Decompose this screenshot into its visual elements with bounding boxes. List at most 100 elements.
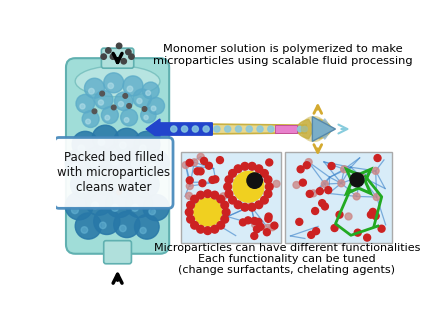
Circle shape <box>254 218 261 225</box>
Circle shape <box>97 181 104 189</box>
Circle shape <box>197 168 204 175</box>
Circle shape <box>368 208 375 215</box>
Circle shape <box>78 145 85 152</box>
Circle shape <box>247 204 255 211</box>
Circle shape <box>131 170 159 198</box>
Circle shape <box>216 195 224 203</box>
FancyBboxPatch shape <box>101 48 134 68</box>
Circle shape <box>71 163 78 170</box>
Circle shape <box>113 128 140 155</box>
Circle shape <box>105 190 133 218</box>
Circle shape <box>105 115 110 120</box>
Circle shape <box>228 196 236 204</box>
Circle shape <box>307 232 314 238</box>
Circle shape <box>371 167 378 174</box>
Circle shape <box>247 203 254 210</box>
Circle shape <box>119 225 126 232</box>
Circle shape <box>264 176 271 183</box>
Circle shape <box>139 145 146 152</box>
Circle shape <box>128 54 134 59</box>
Circle shape <box>256 126 262 132</box>
Circle shape <box>170 126 177 132</box>
Circle shape <box>220 201 228 209</box>
Circle shape <box>131 204 138 211</box>
Polygon shape <box>297 119 313 139</box>
Polygon shape <box>312 117 335 141</box>
Circle shape <box>81 227 88 233</box>
Circle shape <box>186 215 194 223</box>
Circle shape <box>311 208 318 214</box>
Circle shape <box>92 125 118 151</box>
Bar <box>275 125 296 133</box>
Circle shape <box>94 91 113 109</box>
Circle shape <box>200 157 207 164</box>
Circle shape <box>111 204 118 211</box>
Text: Packed bed filled
with microparticles
cleans water: Packed bed filled with microparticles cl… <box>57 151 170 194</box>
Circle shape <box>264 224 271 231</box>
Circle shape <box>303 162 310 169</box>
Circle shape <box>233 171 263 202</box>
Circle shape <box>144 115 148 120</box>
Circle shape <box>145 91 150 95</box>
Circle shape <box>140 107 156 123</box>
Circle shape <box>121 59 126 64</box>
Circle shape <box>371 212 378 219</box>
Circle shape <box>134 214 159 239</box>
Circle shape <box>246 173 262 188</box>
Circle shape <box>91 202 98 209</box>
Circle shape <box>213 126 219 132</box>
Circle shape <box>205 162 212 169</box>
Circle shape <box>316 188 323 195</box>
Circle shape <box>125 49 131 55</box>
Text: Microparticles can have different functionalities: Microparticles can have different functi… <box>153 243 419 252</box>
Circle shape <box>142 107 146 111</box>
Circle shape <box>363 234 370 241</box>
Circle shape <box>123 93 127 98</box>
Circle shape <box>321 181 328 188</box>
Circle shape <box>143 195 169 221</box>
Circle shape <box>239 219 246 226</box>
Circle shape <box>219 193 226 200</box>
Circle shape <box>101 107 118 124</box>
Circle shape <box>99 91 104 96</box>
Circle shape <box>297 166 304 173</box>
Circle shape <box>304 159 311 166</box>
Circle shape <box>106 48 111 53</box>
Circle shape <box>210 225 218 233</box>
Polygon shape <box>300 120 313 138</box>
Circle shape <box>254 201 262 209</box>
Circle shape <box>208 176 215 183</box>
Circle shape <box>114 92 133 111</box>
Circle shape <box>244 217 251 224</box>
Circle shape <box>142 82 159 99</box>
Circle shape <box>98 139 104 145</box>
Circle shape <box>212 176 218 183</box>
Circle shape <box>117 184 124 191</box>
Circle shape <box>235 126 241 132</box>
Circle shape <box>301 126 307 132</box>
Circle shape <box>147 97 164 114</box>
Circle shape <box>225 176 232 183</box>
Circle shape <box>185 208 193 216</box>
Circle shape <box>234 165 241 173</box>
Circle shape <box>318 200 325 207</box>
Circle shape <box>228 169 236 177</box>
Circle shape <box>137 98 142 104</box>
Circle shape <box>225 190 232 198</box>
Circle shape <box>120 109 137 126</box>
Circle shape <box>372 194 379 201</box>
Circle shape <box>240 204 248 211</box>
Circle shape <box>224 126 230 132</box>
Circle shape <box>251 221 258 228</box>
Polygon shape <box>304 129 322 142</box>
Circle shape <box>138 185 144 192</box>
Circle shape <box>92 109 96 114</box>
Circle shape <box>265 213 272 220</box>
Circle shape <box>210 191 218 199</box>
Circle shape <box>140 227 146 234</box>
Bar <box>285 152 391 243</box>
Circle shape <box>264 190 271 198</box>
Circle shape <box>251 218 258 224</box>
Circle shape <box>337 180 344 187</box>
Circle shape <box>257 223 263 230</box>
